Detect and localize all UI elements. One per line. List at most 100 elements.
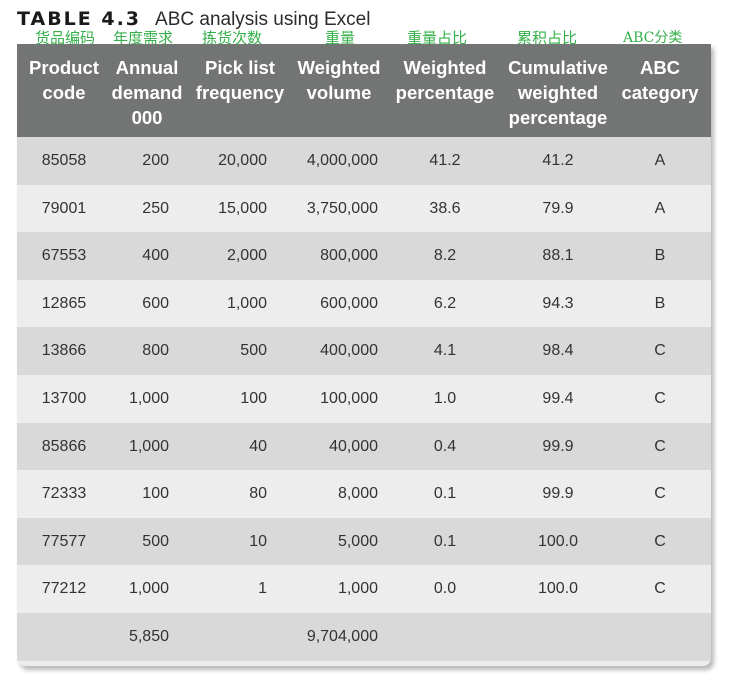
cell-weighted-volume: 8,000 (337, 485, 378, 503)
cell-annual-demand: 200 (142, 152, 169, 169)
zh-label-abc-category: ABC分类 (623, 30, 683, 46)
cell-weighted-volume: 4,000,000 (306, 152, 378, 169)
cell-cumulative-weighted-percentage: 94.3 (542, 294, 574, 312)
cell-weighted-percentage: 0.4 (433, 437, 457, 455)
table-row: 12865 600 1,000 600,000 6.2 94.3 B (17, 279, 711, 328)
cell-pick-list-frequency: 500 (240, 342, 267, 360)
cell-annual-demand: 400 (142, 247, 169, 265)
cell-annual-demand: 1,000 (128, 390, 169, 407)
table-row: 77212 1,000 1 1,000 0.0 100.0 C (17, 565, 711, 613)
cell-product-code: 77212 (41, 580, 87, 598)
cell-pick-list-frequency: 100 (240, 390, 267, 407)
total-annual-demand: 5,850 (128, 628, 169, 645)
cell-pick-list-frequency: 80 (249, 485, 267, 503)
cell-cumulative-weighted-percentage: 100.0 (537, 580, 579, 598)
cell-annual-demand: 100 (142, 485, 169, 503)
cell-product-code: 79001 (41, 199, 87, 217)
cell-abc-category: C (654, 580, 666, 598)
cell-weighted-volume: 40,000 (329, 437, 378, 455)
header-annual-demand: Annual demand 000 (111, 57, 183, 128)
table-title: ABC analysis using Excel (155, 9, 371, 30)
cell-annual-demand: 1,000 (128, 437, 169, 455)
cell-cumulative-weighted-percentage: 99.9 (542, 485, 574, 503)
cell-pick-list-frequency: 20,000 (218, 152, 267, 169)
cell-abc-category: C (654, 532, 666, 550)
zh-label-annual-demand: 年度需求 (113, 29, 174, 47)
header-weighted-volume: Weighted volume (297, 57, 381, 103)
cell-weighted-volume: 800,000 (320, 247, 378, 265)
abc-table: Product code Annual demand 000 Pick list fre… (17, 44, 711, 666)
cell-product-code: 67553 (41, 247, 87, 265)
cell-product-code: 12865 (41, 294, 87, 312)
cell-pick-list-frequency: 1 (258, 580, 267, 598)
header-weighted-percentage: Weighted percentage (395, 57, 495, 103)
cell-abc-category: C (654, 437, 666, 455)
totals-row: 5,850 9,704,000 (17, 613, 711, 661)
cell-annual-demand: 800 (142, 342, 169, 360)
cell-abc-category: C (654, 390, 666, 407)
table-row: 13700 1,000 100 100,000 1.0 99.4 C (17, 375, 711, 423)
cell-pick-list-frequency: 15,000 (218, 199, 267, 217)
header-product-code: Product code (29, 57, 99, 103)
table-number: TABLE 4.3 (17, 8, 142, 30)
cell-pick-list-frequency: 2,000 (226, 247, 267, 265)
zh-label-weighted-percentage: 重量占比 (407, 29, 468, 47)
cell-product-code: 13866 (41, 342, 87, 360)
zh-label-product-code: 货品编码 (35, 29, 96, 47)
cell-product-code: 72333 (41, 485, 87, 503)
cell-weighted-percentage: 1.0 (433, 390, 457, 407)
cell-abc-category: A (654, 152, 666, 169)
cell-weighted-volume: 400,000 (320, 342, 378, 360)
cell-weighted-percentage: 0.1 (433, 485, 457, 503)
table-row: 13866 800 500 400,000 4.1 98.4 C (17, 327, 711, 375)
cell-pick-list-frequency: 10 (249, 532, 267, 550)
zh-label-pick-frequency: 拣货次数 (202, 29, 263, 47)
cell-pick-list-frequency: 1,000 (226, 294, 267, 312)
cell-weighted-percentage: 38.6 (429, 199, 461, 217)
table-caption: TABLE 4.3 ABC analysis using Excel (17, 8, 370, 34)
cell-abc-category: B (654, 247, 666, 265)
cell-cumulative-weighted-percentage: 99.9 (542, 437, 574, 455)
cell-weighted-volume: 100,000 (320, 390, 378, 407)
cell-product-code: 77577 (41, 532, 87, 550)
total-weighted-volume: 9,704,000 (306, 628, 378, 645)
cell-cumulative-weighted-percentage: 98.4 (542, 342, 574, 360)
cell-cumulative-weighted-percentage: 88.1 (542, 247, 574, 265)
table-row: 85058 200 20,000 4,000,000 41.2 41.2 A (17, 137, 711, 185)
cell-cumulative-weighted-percentage: 99.4 (542, 390, 574, 407)
cell-product-code: 85866 (41, 437, 87, 455)
table-header: Product code Annual demand 000 Pick list fre… (17, 44, 711, 137)
cell-weighted-volume: 3,750,000 (306, 199, 378, 217)
cell-weighted-volume: 5,000 (337, 532, 378, 550)
zh-label-weighted-volume: 重量 (325, 29, 356, 47)
cell-annual-demand: 250 (142, 199, 169, 217)
table-row: 67553 400 2,000 800,000 8.2 88.1 B (17, 232, 711, 280)
cell-abc-category: B (654, 294, 666, 312)
table-row: 72333 100 80 8,000 0.1 99.9 C (17, 470, 711, 518)
cell-product-code: 13700 (41, 390, 87, 407)
cell-pick-list-frequency: 40 (249, 437, 267, 455)
cell-weighted-percentage: 0.0 (433, 580, 457, 598)
cell-product-code: 85058 (41, 152, 87, 169)
cell-abc-category: C (654, 342, 666, 360)
cell-weighted-percentage: 41.2 (429, 152, 461, 169)
cell-cumulative-weighted-percentage: 100.0 (537, 532, 579, 550)
cell-annual-demand: 500 (142, 532, 169, 550)
zh-label-cumulative-percentage: 累积占比 (517, 29, 578, 47)
cell-cumulative-weighted-percentage: 41.2 (542, 152, 574, 169)
cell-weighted-volume: 600,000 (320, 294, 378, 312)
cell-cumulative-weighted-percentage: 79.9 (542, 199, 574, 217)
header-abc-category: ABC category (621, 57, 699, 103)
cell-weighted-percentage: 6.2 (433, 294, 457, 312)
cell-weighted-percentage: 8.2 (433, 247, 457, 265)
cell-abc-category: A (654, 199, 666, 217)
table-row: 77577 500 10 5,000 0.1 100.0 C (17, 517, 711, 566)
table-row: 85866 1,000 40 40,000 0.4 99.9 C (17, 422, 711, 471)
cell-annual-demand: 1,000 (128, 580, 169, 598)
cell-weighted-volume: 1,000 (337, 580, 378, 598)
cell-weighted-percentage: 0.1 (433, 532, 457, 550)
header-cumulative-weighted-percentage: Cumulative weighted percentage (508, 57, 608, 128)
table-row: 79001 250 15,000 3,750,000 38.6 79.9 A (17, 184, 711, 233)
cell-abc-category: C (654, 485, 666, 503)
header-pick-list-frequency: Pick list frequency (195, 57, 285, 103)
